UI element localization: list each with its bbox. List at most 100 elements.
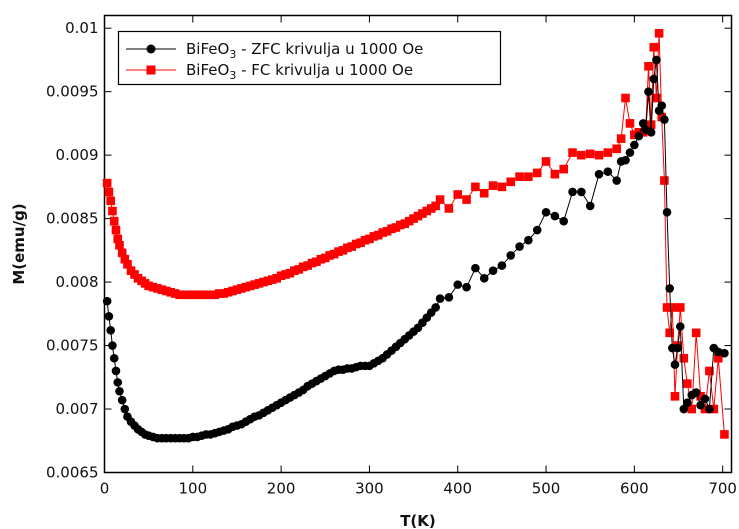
data-point <box>665 284 674 293</box>
legend-label-fc-rest: - FC krivulja u 1000 Oe <box>236 61 413 79</box>
data-point <box>369 232 379 241</box>
axis-ticks <box>104 15 732 473</box>
legend-entry-zfc: BiFeO3 - ZFC krivulja u 1000 Oe <box>126 40 423 61</box>
data-point <box>497 261 507 270</box>
data-point <box>709 404 719 414</box>
data-point <box>612 144 621 154</box>
data-point <box>662 303 672 312</box>
data-point <box>387 224 396 234</box>
data-point <box>644 61 653 71</box>
data-point <box>329 249 339 259</box>
data-point <box>705 404 714 414</box>
data-point <box>413 211 423 221</box>
data-point <box>111 225 121 235</box>
data-point <box>104 312 114 321</box>
data-point <box>316 254 326 264</box>
data-point <box>550 169 560 179</box>
legend-label-zfc: BiFeO3 - ZFC krivulja u 1000 Oe <box>186 40 423 61</box>
data-point <box>281 270 290 279</box>
data-point <box>662 207 672 217</box>
data-point <box>382 227 392 236</box>
data-point <box>541 207 551 217</box>
data-point <box>123 260 132 269</box>
data-point <box>594 150 604 160</box>
data-point <box>120 404 130 414</box>
data-point <box>670 392 680 401</box>
data-point <box>108 341 117 350</box>
data-point <box>120 254 130 264</box>
y-tick-label: 0.01 <box>65 19 98 37</box>
data-point <box>696 400 705 410</box>
data-point <box>418 209 427 218</box>
data-point <box>365 234 374 244</box>
data-point <box>683 398 692 407</box>
data-point <box>360 235 370 245</box>
data-point <box>157 285 167 294</box>
data-point <box>117 248 127 258</box>
data-point <box>106 326 115 335</box>
data-point <box>649 74 659 84</box>
data-point <box>696 392 705 401</box>
y-tick-label: 0.007 <box>56 400 99 418</box>
data-point <box>705 366 714 376</box>
data-point <box>259 277 268 287</box>
data-point <box>409 214 418 223</box>
data-point <box>373 230 383 240</box>
data-point <box>524 172 533 182</box>
data-point <box>625 119 635 128</box>
data-point <box>148 282 158 292</box>
data-point <box>630 130 639 140</box>
legend-entry-fc: BiFeO3 - FC krivulja u 1000 Oe <box>126 61 413 82</box>
data-point <box>471 182 480 192</box>
data-point <box>687 404 697 414</box>
data-point <box>550 211 560 221</box>
x-axis-title: T(K) <box>400 512 436 529</box>
data-point <box>462 282 471 292</box>
data-point <box>334 247 343 256</box>
data-point <box>670 360 680 369</box>
data-point <box>206 290 215 300</box>
x-tick-label: 500 <box>532 480 561 498</box>
y-axis-title: M(emu/g) <box>10 203 28 284</box>
data-point <box>515 172 524 182</box>
data-point <box>170 289 180 298</box>
data-point <box>351 239 361 249</box>
data-point <box>585 201 595 211</box>
data-point <box>585 149 595 159</box>
data-point <box>720 348 729 358</box>
data-point <box>453 280 463 289</box>
data-point <box>298 262 308 272</box>
data-point <box>471 263 480 273</box>
data-point <box>524 235 533 245</box>
data-point <box>192 290 202 300</box>
data-point <box>679 353 689 363</box>
data-point <box>179 290 189 300</box>
data-point <box>431 303 440 312</box>
data-point <box>691 388 701 397</box>
data-point <box>506 251 516 260</box>
data-point <box>391 223 401 232</box>
data-point <box>675 303 685 312</box>
legend-label-fc: BiFeO3 - FC krivulja u 1000 Oe <box>186 61 413 82</box>
data-point <box>488 181 498 190</box>
data-point <box>106 196 115 206</box>
data-point <box>660 115 669 124</box>
data-point <box>144 281 153 291</box>
data-point <box>210 290 220 300</box>
data-point <box>644 87 653 96</box>
data-point <box>245 281 255 291</box>
data-point <box>396 220 405 230</box>
data-point <box>431 201 440 211</box>
data-point <box>285 268 295 278</box>
x-tick-labels: 0 100 200 300 400 500 600 700 <box>100 480 737 498</box>
data-point <box>117 395 127 405</box>
x-tick-label: 600 <box>620 480 649 498</box>
data-point <box>700 394 710 404</box>
y-tick-label: 0.0095 <box>46 83 99 101</box>
legend-label-zfc-rest: - ZFC krivulja u 1000 Oe <box>236 40 423 58</box>
data-point <box>612 176 621 185</box>
data-point <box>108 206 117 216</box>
data-point <box>453 190 463 199</box>
data-point <box>462 195 471 204</box>
data-point <box>713 353 723 363</box>
